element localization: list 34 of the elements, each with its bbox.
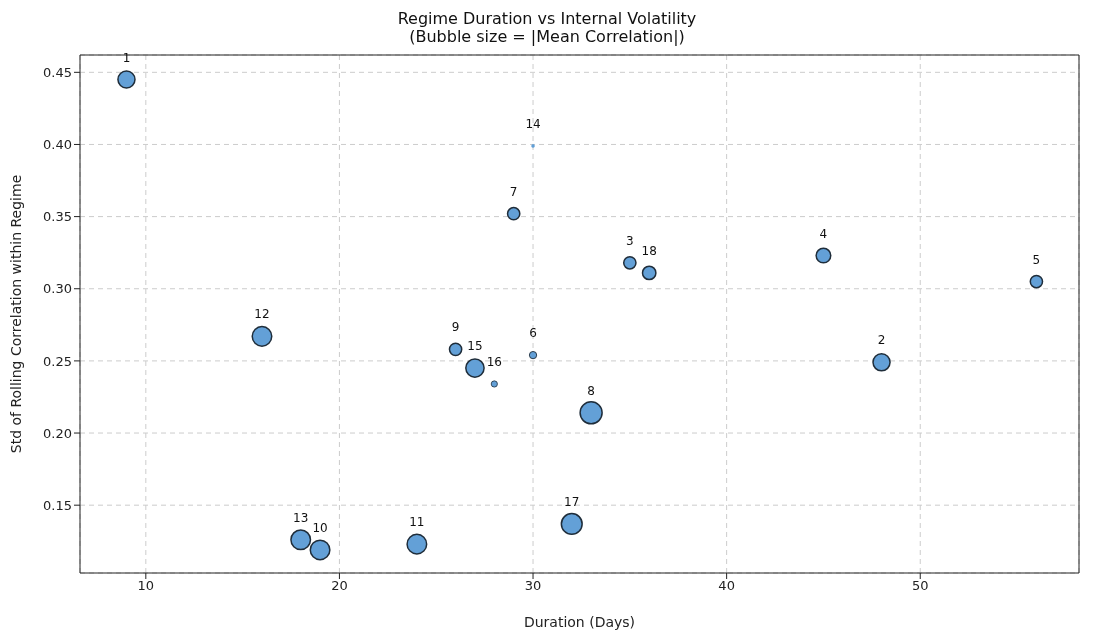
annotation: 15 bbox=[467, 339, 483, 354]
annotation: 12 bbox=[254, 307, 270, 322]
annotation: 13 bbox=[293, 510, 309, 525]
annotation: 17 bbox=[564, 494, 580, 509]
x-tick-label: 10 bbox=[137, 578, 155, 594]
y-tick-label: 0.15 bbox=[43, 497, 72, 513]
y-tick-label: 0.25 bbox=[43, 353, 72, 369]
y-tick-label: 0.35 bbox=[43, 209, 72, 225]
x-tick-label: 50 bbox=[911, 578, 929, 594]
annotation: 3 bbox=[626, 233, 634, 248]
y-tick-label: 0.40 bbox=[43, 137, 72, 153]
annotation: 7 bbox=[509, 184, 518, 199]
chart-subtitle: (Bubble size = |Mean Correlation|) bbox=[408, 27, 686, 46]
annotation: 14 bbox=[525, 116, 541, 131]
annotation: 4 bbox=[819, 226, 828, 241]
annotation: 10 bbox=[312, 520, 328, 535]
annotation: 1 bbox=[122, 50, 131, 65]
annotation: 18 bbox=[641, 243, 657, 258]
annotation: 11 bbox=[409, 515, 425, 530]
annotation: 8 bbox=[587, 383, 595, 398]
y-axis-title: Std of Rolling Correlation within Regime bbox=[7, 174, 24, 454]
annotation: 9 bbox=[451, 320, 460, 335]
y-tick-label: 0.45 bbox=[43, 64, 72, 80]
annotation: 16 bbox=[486, 354, 502, 369]
y-tick-label: 0.20 bbox=[43, 425, 72, 441]
chart-title: Regime Duration vs Internal Volatility bbox=[396, 9, 698, 28]
x-tick-label: 30 bbox=[524, 578, 542, 594]
annotation: 5 bbox=[1032, 252, 1041, 267]
annotation: 2 bbox=[877, 333, 886, 348]
x-axis-title: Duration (Days) bbox=[523, 614, 636, 630]
x-tick-label: 40 bbox=[718, 578, 735, 594]
x-tick-label: 20 bbox=[331, 578, 348, 594]
y-tick-label: 0.30 bbox=[43, 281, 72, 297]
annotation: 6 bbox=[529, 326, 537, 341]
